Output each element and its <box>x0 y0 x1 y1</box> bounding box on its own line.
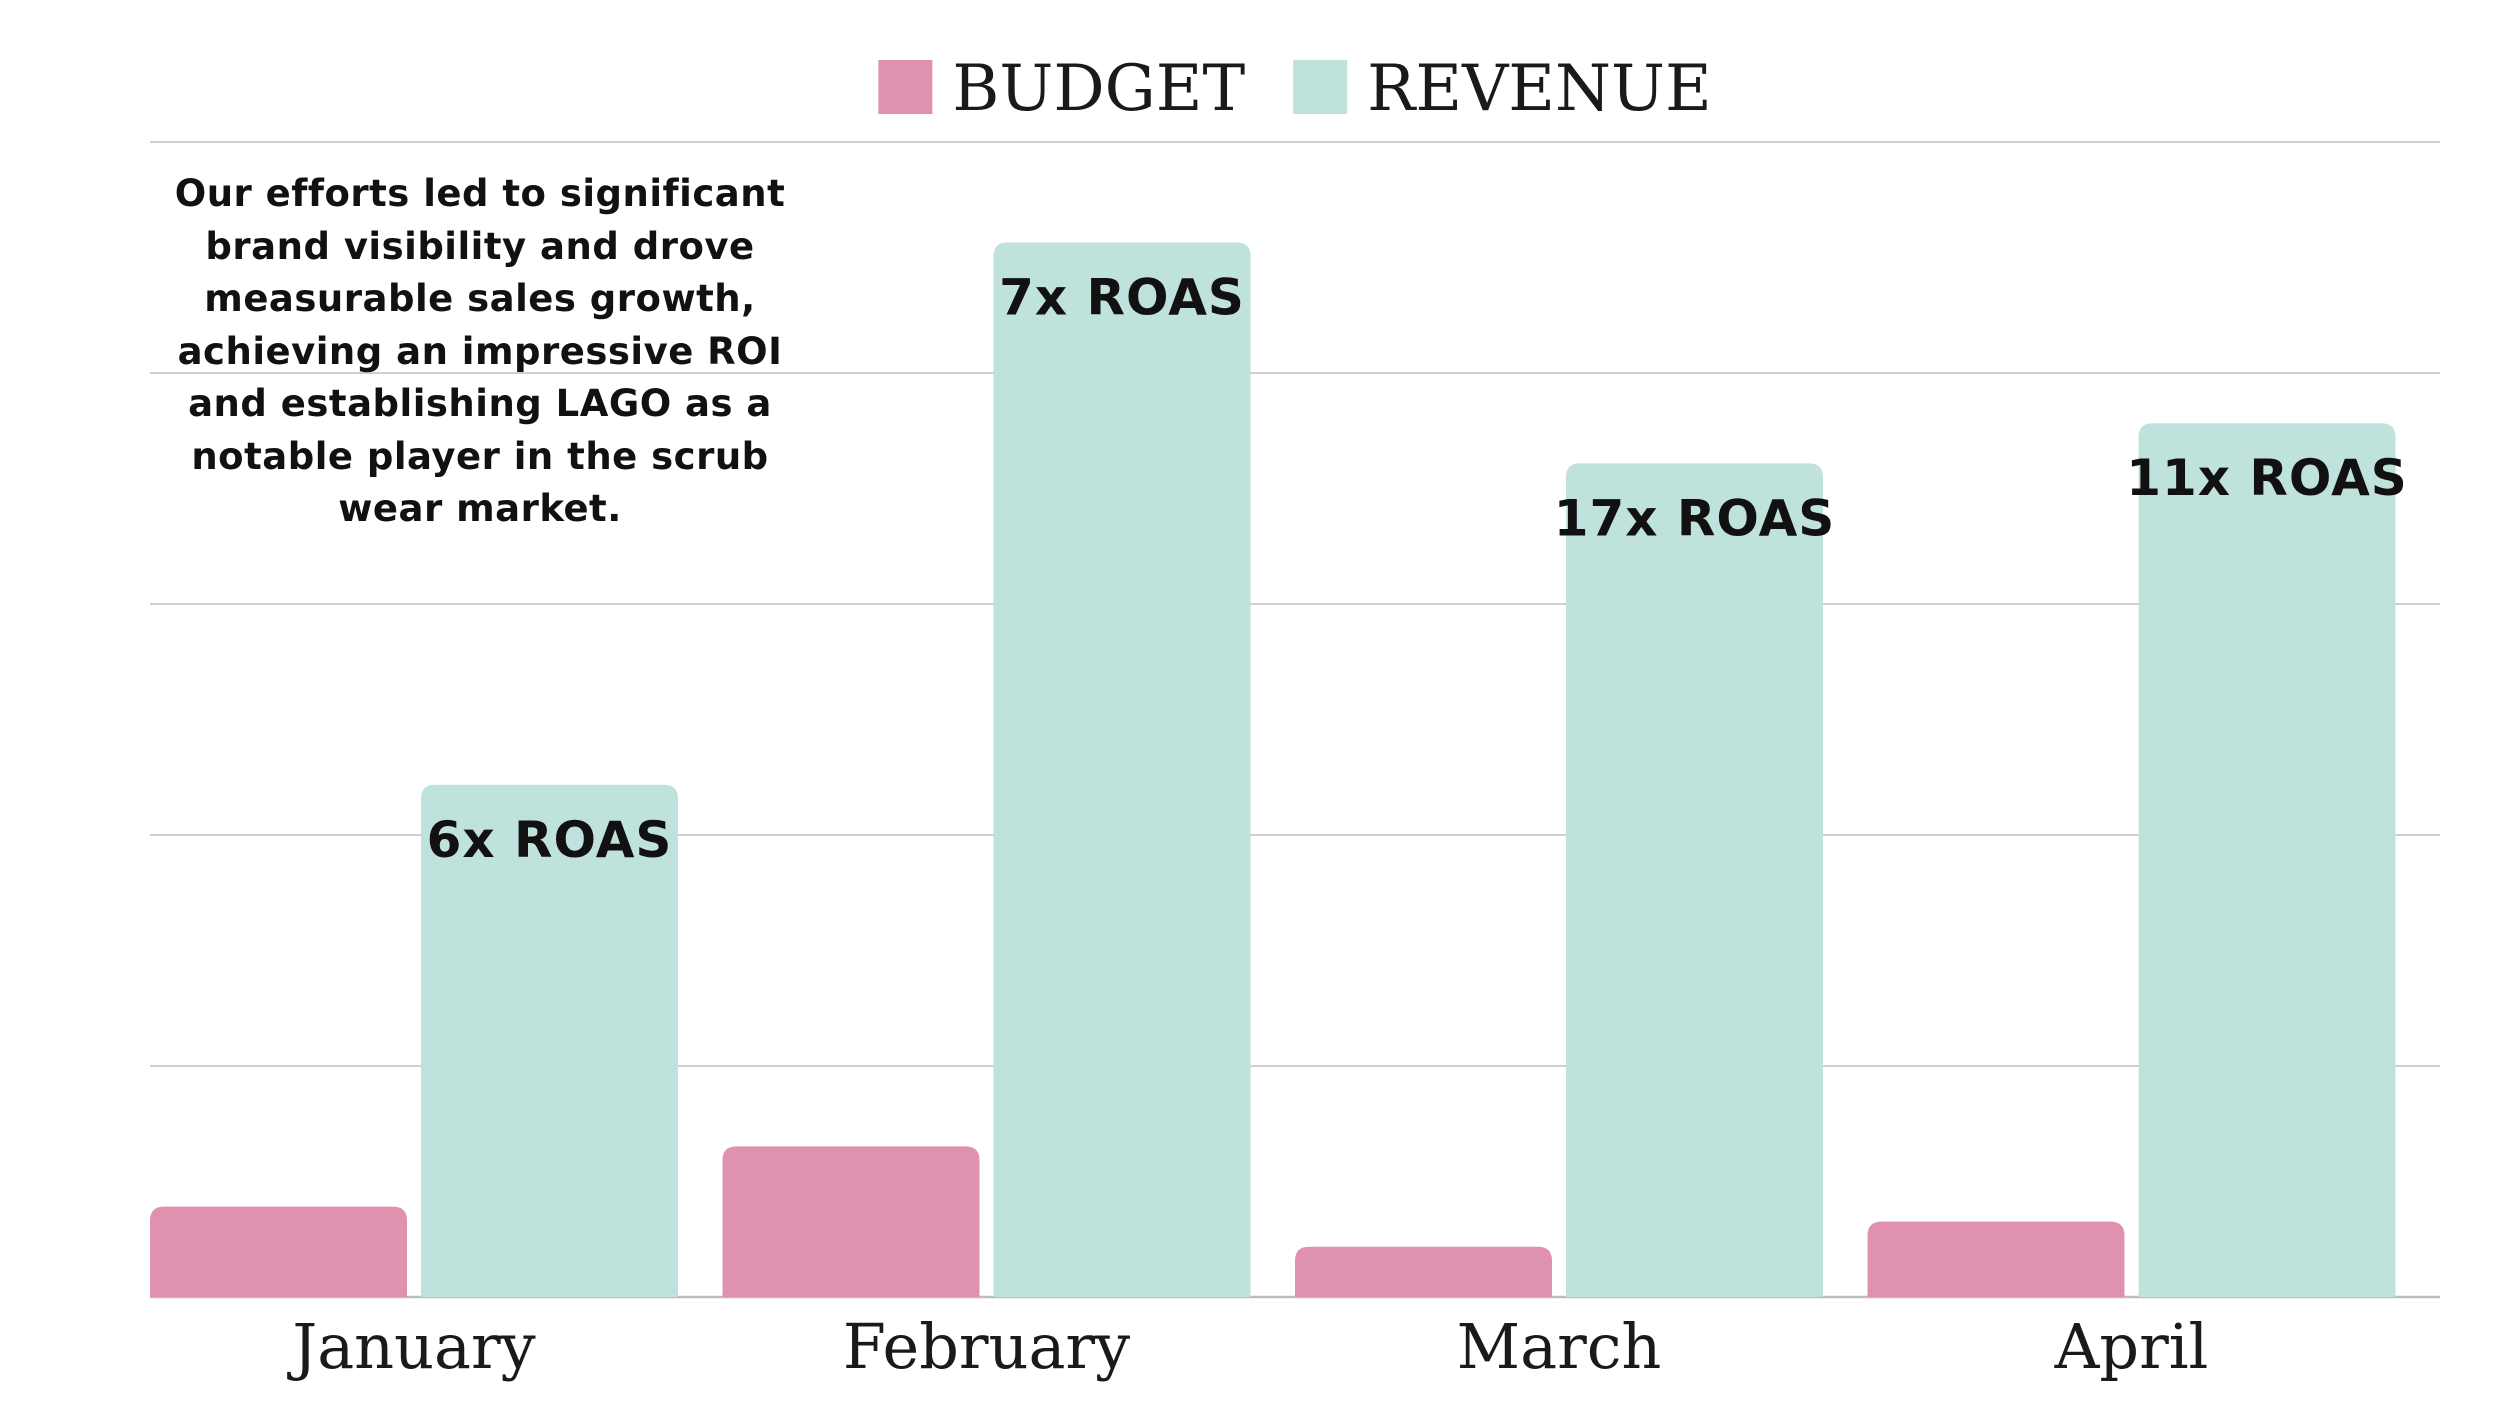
x-tick-label: February <box>843 1310 1130 1383</box>
legend-swatch <box>878 60 933 114</box>
legend-label: BUDGET <box>952 52 1245 126</box>
bar-data-label: 17x ROAS <box>1554 489 1836 547</box>
annotation-text: Our efforts led to significant brand vis… <box>174 172 786 530</box>
bar-budget-february <box>722 1146 980 1297</box>
legend-label: REVENUE <box>1367 52 1712 126</box>
bar-budget-april <box>1867 1221 2125 1297</box>
legend: BUDGET REVENUE <box>878 52 1712 126</box>
bar-data-label: 11x ROAS <box>2126 449 2408 507</box>
bar-data-label: 7x ROAS <box>999 268 1245 326</box>
x-tick-label: March <box>1457 1310 1662 1383</box>
x-axis-labels: January February March April <box>286 1310 2208 1383</box>
legend-item-revenue: REVENUE <box>1293 52 1712 126</box>
legend-swatch <box>1293 60 1348 114</box>
bar-revenue-april <box>2138 423 2396 1297</box>
bars <box>150 242 2396 1297</box>
bar-revenue-february <box>993 242 1251 1297</box>
bar-data-label: 6x ROAS <box>427 811 673 869</box>
bar-labels: 6x ROAS 7x ROAS 17x ROAS 11x ROAS <box>427 268 2408 869</box>
bar-revenue-january <box>421 784 678 1297</box>
bar-revenue-march <box>1566 463 1823 1297</box>
x-tick-label: January <box>286 1310 535 1383</box>
bar-budget-january <box>150 1206 407 1297</box>
legend-item-budget: BUDGET <box>878 52 1245 126</box>
bar-budget-march <box>1295 1246 1552 1297</box>
x-tick-label: April <box>2054 1310 2209 1383</box>
